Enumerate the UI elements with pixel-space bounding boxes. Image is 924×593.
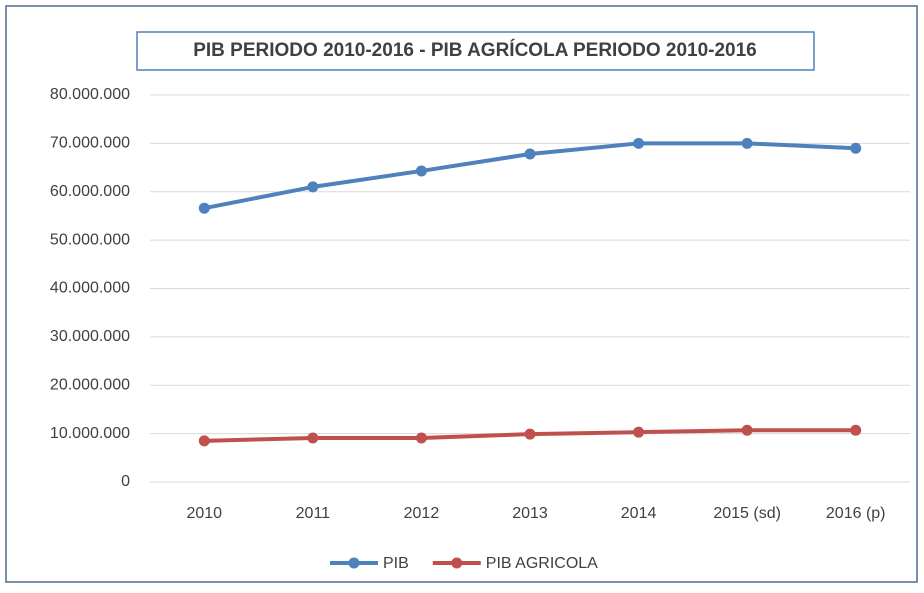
x-tick-label: 2015 (sd) <box>713 505 781 522</box>
data-point <box>850 424 862 436</box>
chart-title: PIB PERIODO 2010-2016 - PIB AGRÍCOLA PER… <box>193 39 757 61</box>
y-tick-label: 20.000.000 <box>50 376 130 393</box>
y-tick-label: 0 <box>121 473 130 490</box>
legend-label: PIB <box>383 555 409 572</box>
data-point <box>741 424 753 436</box>
x-tick-label: 2010 <box>186 505 222 522</box>
data-point <box>415 165 427 177</box>
data-point <box>307 432 319 444</box>
data-point <box>198 202 210 214</box>
data-point <box>633 137 645 149</box>
y-tick-label: 30.000.000 <box>50 328 130 345</box>
legend-label: PIB AGRICOLA <box>486 555 598 572</box>
x-tick-label: 2011 <box>296 505 331 522</box>
data-point <box>741 137 753 149</box>
data-point <box>524 428 536 440</box>
data-point <box>850 142 862 154</box>
y-tick-label: 70.000.000 <box>50 135 130 152</box>
title-box <box>136 31 815 71</box>
y-tick-label: 50.000.000 <box>50 231 130 248</box>
chart-frame <box>5 5 918 583</box>
y-tick-label: 40.000.000 <box>50 280 130 297</box>
legend-marker <box>451 557 463 569</box>
x-tick-label: 2014 <box>621 505 657 522</box>
data-point <box>307 181 319 193</box>
data-point <box>633 426 645 438</box>
data-point <box>524 148 536 160</box>
data-point <box>415 432 427 444</box>
data-point <box>198 435 210 447</box>
y-tick-label: 80.000.000 <box>50 86 130 103</box>
x-tick-label: 2013 <box>512 505 548 522</box>
y-tick-label: 10.000.000 <box>50 425 130 442</box>
x-tick-label: 2016 (p) <box>826 505 886 522</box>
y-tick-label: 60.000.000 <box>50 183 130 200</box>
x-tick-label: 2012 <box>404 505 440 522</box>
legend-marker <box>348 557 360 569</box>
